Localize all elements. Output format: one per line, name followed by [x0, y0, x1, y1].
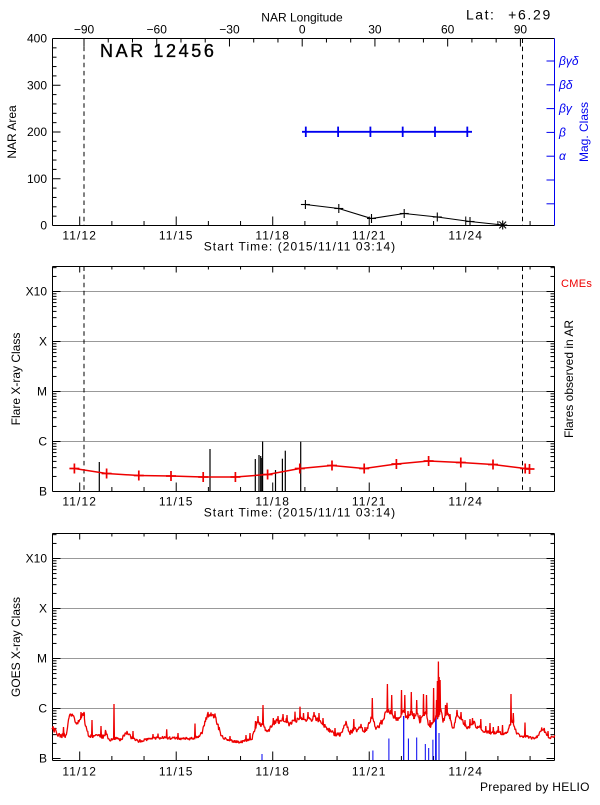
svg-text:β: β	[558, 125, 566, 139]
svg-text:α: α	[559, 149, 567, 163]
svg-text:Start Time: (2015/11/11 03:14): Start Time: (2015/11/11 03:14)	[204, 240, 396, 254]
svg-text:−90: −90	[74, 23, 95, 37]
svg-text:M: M	[37, 652, 47, 666]
svg-text:Prepared by HELIO: Prepared by HELIO	[480, 780, 590, 794]
svg-text:+6.29: +6.29	[508, 7, 552, 23]
svg-text:NAR 12456: NAR 12456	[100, 41, 216, 61]
svg-text:200: 200	[27, 125, 47, 139]
svg-text:βδ: βδ	[558, 78, 573, 92]
svg-text:11/15: 11/15	[159, 495, 194, 509]
svg-text:−30: −30	[219, 23, 240, 37]
svg-text:CMEs: CMEs	[561, 278, 592, 290]
svg-text:βγ: βγ	[558, 102, 573, 116]
svg-text:GOES X-ray Class: GOES X-ray Class	[9, 597, 23, 697]
svg-text:Flares observed in AR: Flares observed in AR	[562, 320, 576, 438]
svg-text:NAR Longitude: NAR Longitude	[261, 11, 343, 25]
svg-text:11/15: 11/15	[159, 229, 194, 243]
svg-text:11/21: 11/21	[352, 765, 387, 779]
svg-text:11/24: 11/24	[448, 495, 483, 509]
svg-text:300: 300	[27, 78, 47, 92]
svg-text:0: 0	[299, 23, 306, 37]
svg-text:X: X	[39, 602, 47, 616]
svg-text:11/15: 11/15	[159, 765, 194, 779]
svg-text:Flare X-ray Class: Flare X-ray Class	[9, 333, 23, 426]
svg-text:100: 100	[27, 172, 47, 186]
svg-text:400: 400	[27, 32, 47, 46]
svg-text:30: 30	[368, 23, 382, 37]
svg-text:Lat:: Lat:	[466, 7, 495, 23]
svg-text:11/24: 11/24	[448, 765, 483, 779]
svg-text:NAR Area: NAR Area	[5, 105, 19, 159]
svg-text:C: C	[38, 702, 47, 716]
svg-text:X10: X10	[26, 285, 48, 299]
svg-text:60: 60	[441, 23, 455, 37]
svg-text:C: C	[38, 435, 47, 449]
svg-text:11/12: 11/12	[62, 765, 97, 779]
svg-text:11/12: 11/12	[62, 229, 97, 243]
svg-text:11/12: 11/12	[62, 495, 97, 509]
svg-text:B: B	[39, 752, 47, 766]
svg-text:11/21: 11/21	[352, 495, 387, 509]
svg-text:Mag. Class: Mag. Class	[577, 102, 591, 162]
svg-text:90: 90	[514, 23, 528, 37]
svg-text:B: B	[39, 485, 47, 499]
svg-text:11/18: 11/18	[255, 495, 290, 509]
svg-text:Start Time: (2015/11/11 03:14): Start Time: (2015/11/11 03:14)	[204, 506, 396, 520]
svg-text:11/18: 11/18	[255, 765, 290, 779]
svg-text:11/21: 11/21	[352, 229, 387, 243]
svg-text:X10: X10	[26, 552, 48, 566]
svg-text:M: M	[37, 385, 47, 399]
svg-text:βγδ: βγδ	[558, 54, 579, 68]
svg-text:X: X	[39, 335, 47, 349]
svg-text:11/24: 11/24	[448, 229, 483, 243]
svg-text:−60: −60	[147, 23, 168, 37]
svg-text:0: 0	[40, 219, 47, 233]
svg-text:11/18: 11/18	[255, 229, 290, 243]
